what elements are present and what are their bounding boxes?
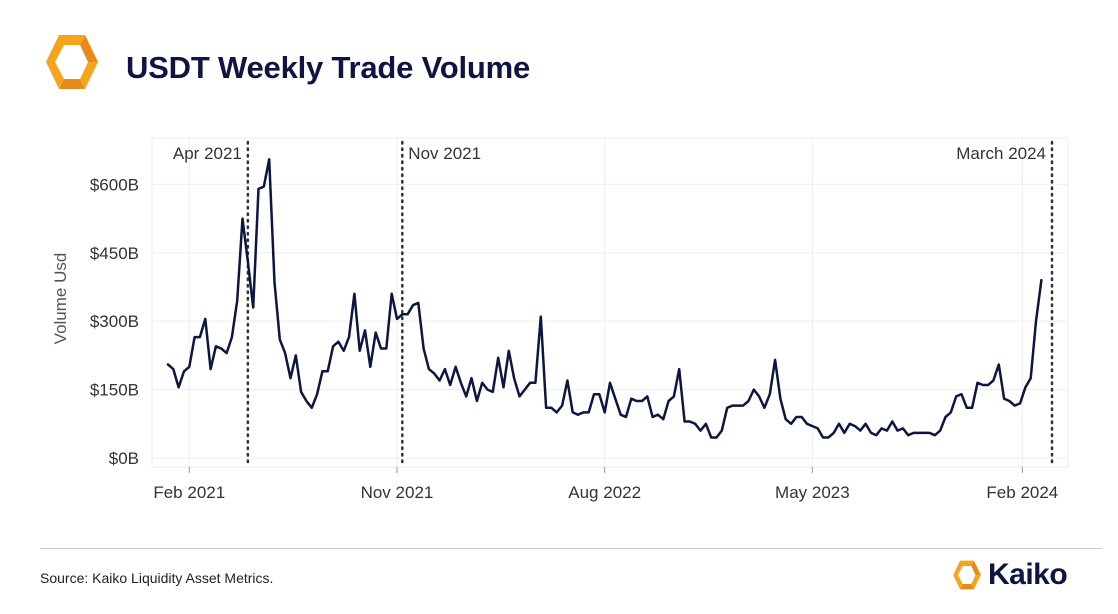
x-tick-label: Feb 2024 [986,483,1058,502]
y-tick-label: $600B [90,175,139,194]
y-tick-label: $300B [90,312,139,331]
x-tick-label: May 2023 [775,483,850,502]
annotation-label: Nov 2021 [408,144,481,163]
annotation-label: Apr 2021 [173,144,242,163]
y-tick-label: $450B [90,244,139,263]
volume-series-line [166,158,1043,439]
plot-frame [151,137,1069,468]
annotation-label: March 2024 [956,144,1046,163]
footer-divider [40,548,1102,549]
brand-name: Kaiko [988,558,1068,591]
y-tick-label: $150B [90,381,139,400]
source-note: Source: Kaiko Liquidity Asset Metrics. [40,570,274,586]
page-title: USDT Weekly Trade Volume [126,50,531,85]
line-chart: $0B $150B $300B $450B $600B Feb 2021 Nov 2021 A… [51,137,1069,502]
x-tick-label: Feb 2021 [153,483,225,502]
x-tick-label: Aug 2022 [568,483,641,502]
kaiko-logo-icon [953,560,981,590]
y-tick-label: $0B [109,449,139,468]
kaiko-logo-icon [46,35,98,89]
y-axis-label: Volume Usd [51,253,70,345]
x-tick-label: Nov 2021 [361,483,434,502]
